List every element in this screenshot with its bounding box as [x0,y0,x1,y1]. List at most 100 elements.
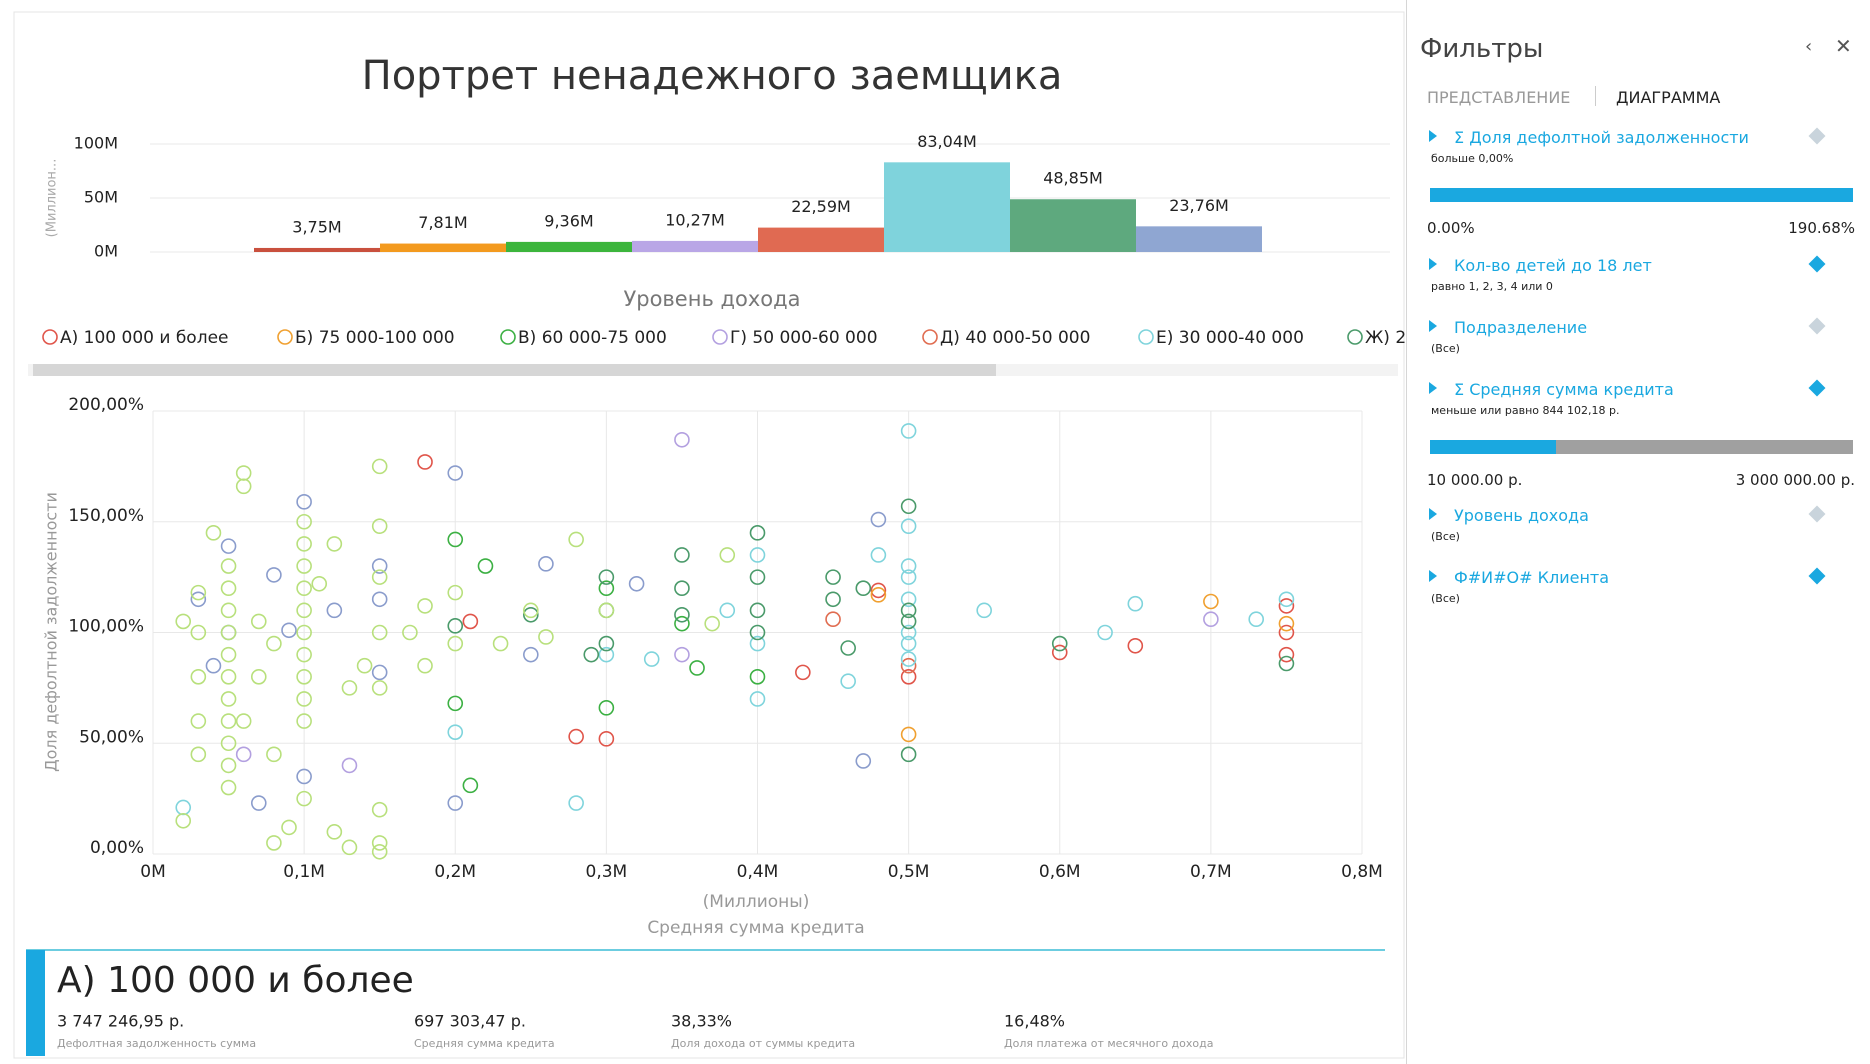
scatter-point [568,531,584,548]
filter-label[interactable]: Кол-во детей до 18 лет [1454,256,1652,275]
scatter-point [492,635,509,652]
collapse-button: ‹ [1805,36,1813,57]
scatter-point [296,602,312,619]
y-tick-label: 150,00% [68,506,144,526]
tab[interactable]: ПРЕДСТАВЛЕНИЕ [1427,88,1571,107]
scatter-point [643,651,660,667]
expand-arrow[interactable] [1429,508,1437,520]
range-max: 190.68% [1788,219,1855,237]
filter-condition: меньше или равно 844 102,18 р. [1431,404,1620,417]
data-label: 83,04M [917,132,977,151]
scatter-point [1203,593,1219,610]
scatter-point [447,618,464,634]
scatter-point [205,657,222,674]
scatter-point [326,536,343,552]
legend-marker [277,329,293,345]
scatter-point [266,635,282,652]
filter-icon[interactable] [1808,317,1826,335]
filter-icon[interactable] [1808,127,1826,145]
scatter-point [598,580,615,597]
scatter-point [900,624,917,641]
scatter-point [900,602,917,619]
scatter-point [417,454,433,470]
scatter-point [598,700,615,716]
tab[interactable]: ДИАГРАММА [1616,88,1721,107]
pane-title: Фильтры [1420,34,1544,64]
y-tick-label: 50M [84,188,118,207]
scatter-point [825,611,841,628]
scatter-point [190,624,207,641]
close-button[interactable]: ✕ [1835,34,1852,58]
scatter-point [296,790,312,807]
metric-label: Дефолтная задолженность сумма [57,1037,256,1050]
x-tick-label: 0,7M [1190,862,1232,882]
legend-label: Д) 40 000-50 000 [940,328,1090,348]
scatter-point [1278,598,1295,614]
scatter-point [598,569,615,585]
scatter-point [371,518,388,534]
legend-marker [712,329,728,345]
scatter-point [296,580,312,597]
scatter-point [462,777,479,794]
expand-arrow[interactable] [1429,130,1437,142]
legend-label: Г) 50 000-60 000 [730,328,878,348]
scatter-point [523,606,539,623]
x-tick-label: 0M [140,862,165,882]
legend-label: В) 60 000-75 000 [518,328,667,348]
filter-label[interactable]: Подразделение [1454,318,1588,337]
scatter-point [598,731,615,747]
legend-marker [922,329,938,345]
scatter-point [462,613,479,630]
scatter-point [900,498,917,515]
filter-label[interactable]: Σ Средняя сумма кредита [1454,380,1674,399]
x-tick-label: 0,2M [434,862,476,882]
expand-arrow[interactable] [1429,320,1437,332]
metric-label: Доля дохода от суммы кредита [671,1037,855,1050]
scatter-point [266,746,282,763]
filter-icon[interactable] [1808,567,1826,585]
scatter-point [598,646,615,663]
chart-title: Портрет ненадежного заемщика [362,53,1063,99]
scatter-point [220,602,237,619]
filter-icon[interactable] [1808,255,1826,273]
scatter-point [719,602,736,619]
scatter-point [356,657,373,674]
scatter-point [281,819,297,836]
scatter-point [371,569,388,585]
expand-arrow[interactable] [1429,382,1437,394]
scatter-point [281,622,297,639]
scatter-point [175,812,192,829]
scatter-point [371,664,388,681]
filter-condition: (Все) [1431,530,1460,543]
filter-label[interactable]: Σ Доля дефолтной задолженности [1454,128,1749,147]
scatter-point [477,558,494,574]
filter-label[interactable]: Уровень дохода [1454,506,1589,525]
scatter-point [749,624,766,641]
scatter-point [870,587,887,603]
scatter-point [296,768,312,785]
filter-label[interactable]: Ф#И#О# Клиента [1454,568,1610,587]
y-tick-label: 0,00% [90,838,144,858]
scatter-point [870,547,887,563]
scatter-point [235,713,252,729]
scatter-point [1278,655,1295,672]
scatter-point [855,753,872,769]
legend-label: Ж) 2 [1365,328,1405,348]
scatter-point [296,558,312,574]
expand-arrow[interactable] [1429,570,1437,582]
scatter-point [220,538,237,554]
bar [254,247,380,252]
y-tick-label: 100,00% [68,617,144,637]
expand-arrow[interactable] [1429,258,1437,270]
filter-icon[interactable] [1808,505,1826,523]
scatter-point [840,640,856,656]
filter-icon[interactable] [1808,379,1826,397]
y-tick-label: 200,00% [68,395,144,415]
scatter-point [371,624,388,641]
scatter-point [371,835,388,851]
scatter-point [266,567,282,583]
scatter-point [296,536,312,552]
scatter-point [235,746,252,763]
scatter-point [220,668,237,685]
filter-condition: больше 0,00% [1431,152,1514,165]
